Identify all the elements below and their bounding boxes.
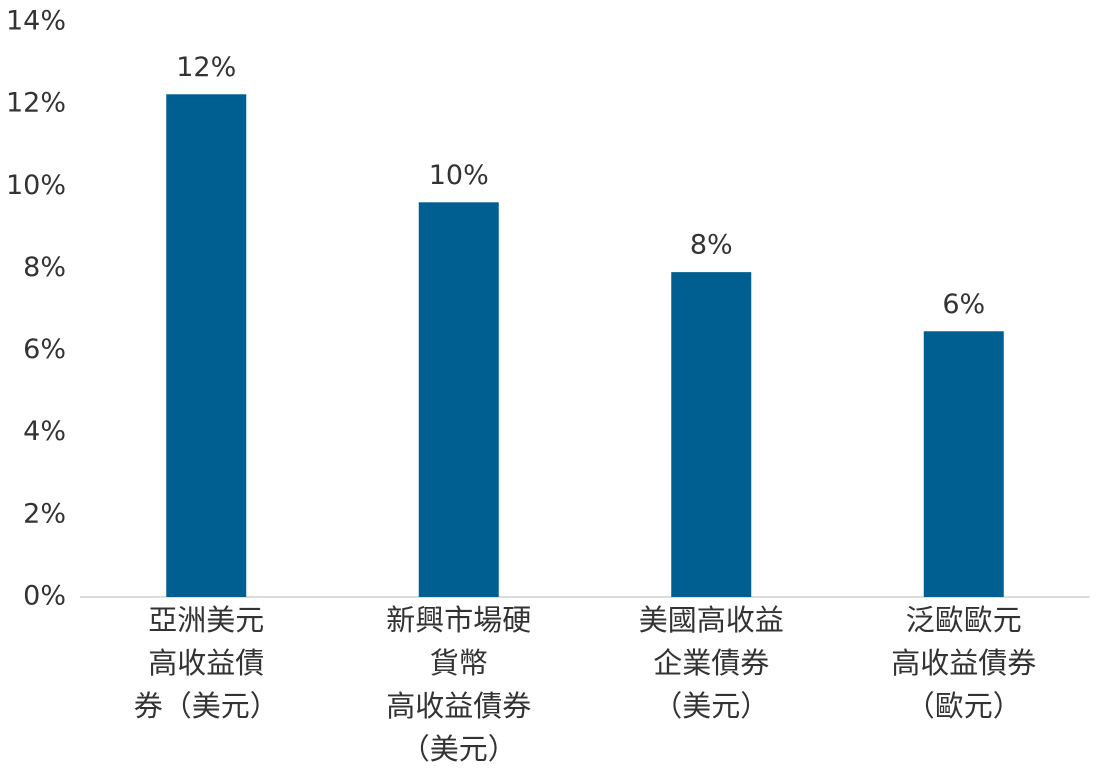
y-tick-label: 14%	[6, 6, 66, 37]
x-tick-label: （美元）	[401, 732, 517, 766]
x-tick-label: 券（美元）	[134, 689, 279, 723]
bar	[418, 202, 499, 597]
bar	[671, 272, 752, 597]
y-tick-label: 0%	[23, 581, 66, 612]
y-tick-label: 2%	[23, 498, 66, 529]
value-label: 10%	[429, 160, 489, 191]
y-tick-label: 6%	[23, 334, 66, 365]
bar	[923, 331, 1004, 597]
bar	[166, 94, 247, 598]
x-tick-label: 企業債券	[653, 646, 769, 680]
value-label: 8%	[690, 230, 733, 261]
x-tick-label: 高收益債券	[891, 646, 1036, 680]
value-label: 12%	[176, 52, 236, 83]
y-tick-label: 12%	[6, 88, 66, 119]
x-tick-label: （美元）	[653, 689, 769, 723]
x-tick-label: 美國高收益	[639, 603, 784, 637]
x-tick-label: （歐元）	[906, 689, 1022, 723]
y-tick-label: 10%	[6, 170, 66, 201]
x-tick-label: 貨幣	[430, 646, 488, 680]
x-tick-label: 新興市場硬	[386, 603, 531, 637]
x-tick-label: 亞洲美元	[148, 603, 264, 637]
x-tick-label: 泛歐歐元	[906, 603, 1022, 637]
y-tick-label: 8%	[23, 252, 66, 283]
y-tick-label: 4%	[23, 416, 66, 447]
value-label: 6%	[942, 289, 985, 320]
x-tick-label: 高收益債券	[386, 689, 531, 723]
x-tick-label: 高收益債	[148, 646, 264, 680]
